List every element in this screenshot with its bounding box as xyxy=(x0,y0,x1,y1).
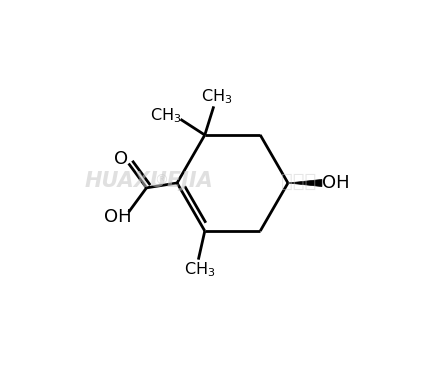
Text: 化学加: 化学加 xyxy=(281,172,316,191)
Text: OH: OH xyxy=(322,174,349,192)
Text: CH$_3$: CH$_3$ xyxy=(201,87,232,106)
Text: CH$_3$: CH$_3$ xyxy=(184,260,216,279)
Text: HUAXUEJIA: HUAXUEJIA xyxy=(84,171,213,191)
Text: ®: ® xyxy=(154,174,168,188)
Text: OH: OH xyxy=(104,208,132,226)
Text: O: O xyxy=(114,150,128,168)
Polygon shape xyxy=(288,179,322,187)
Text: CH$_3$: CH$_3$ xyxy=(150,107,181,125)
